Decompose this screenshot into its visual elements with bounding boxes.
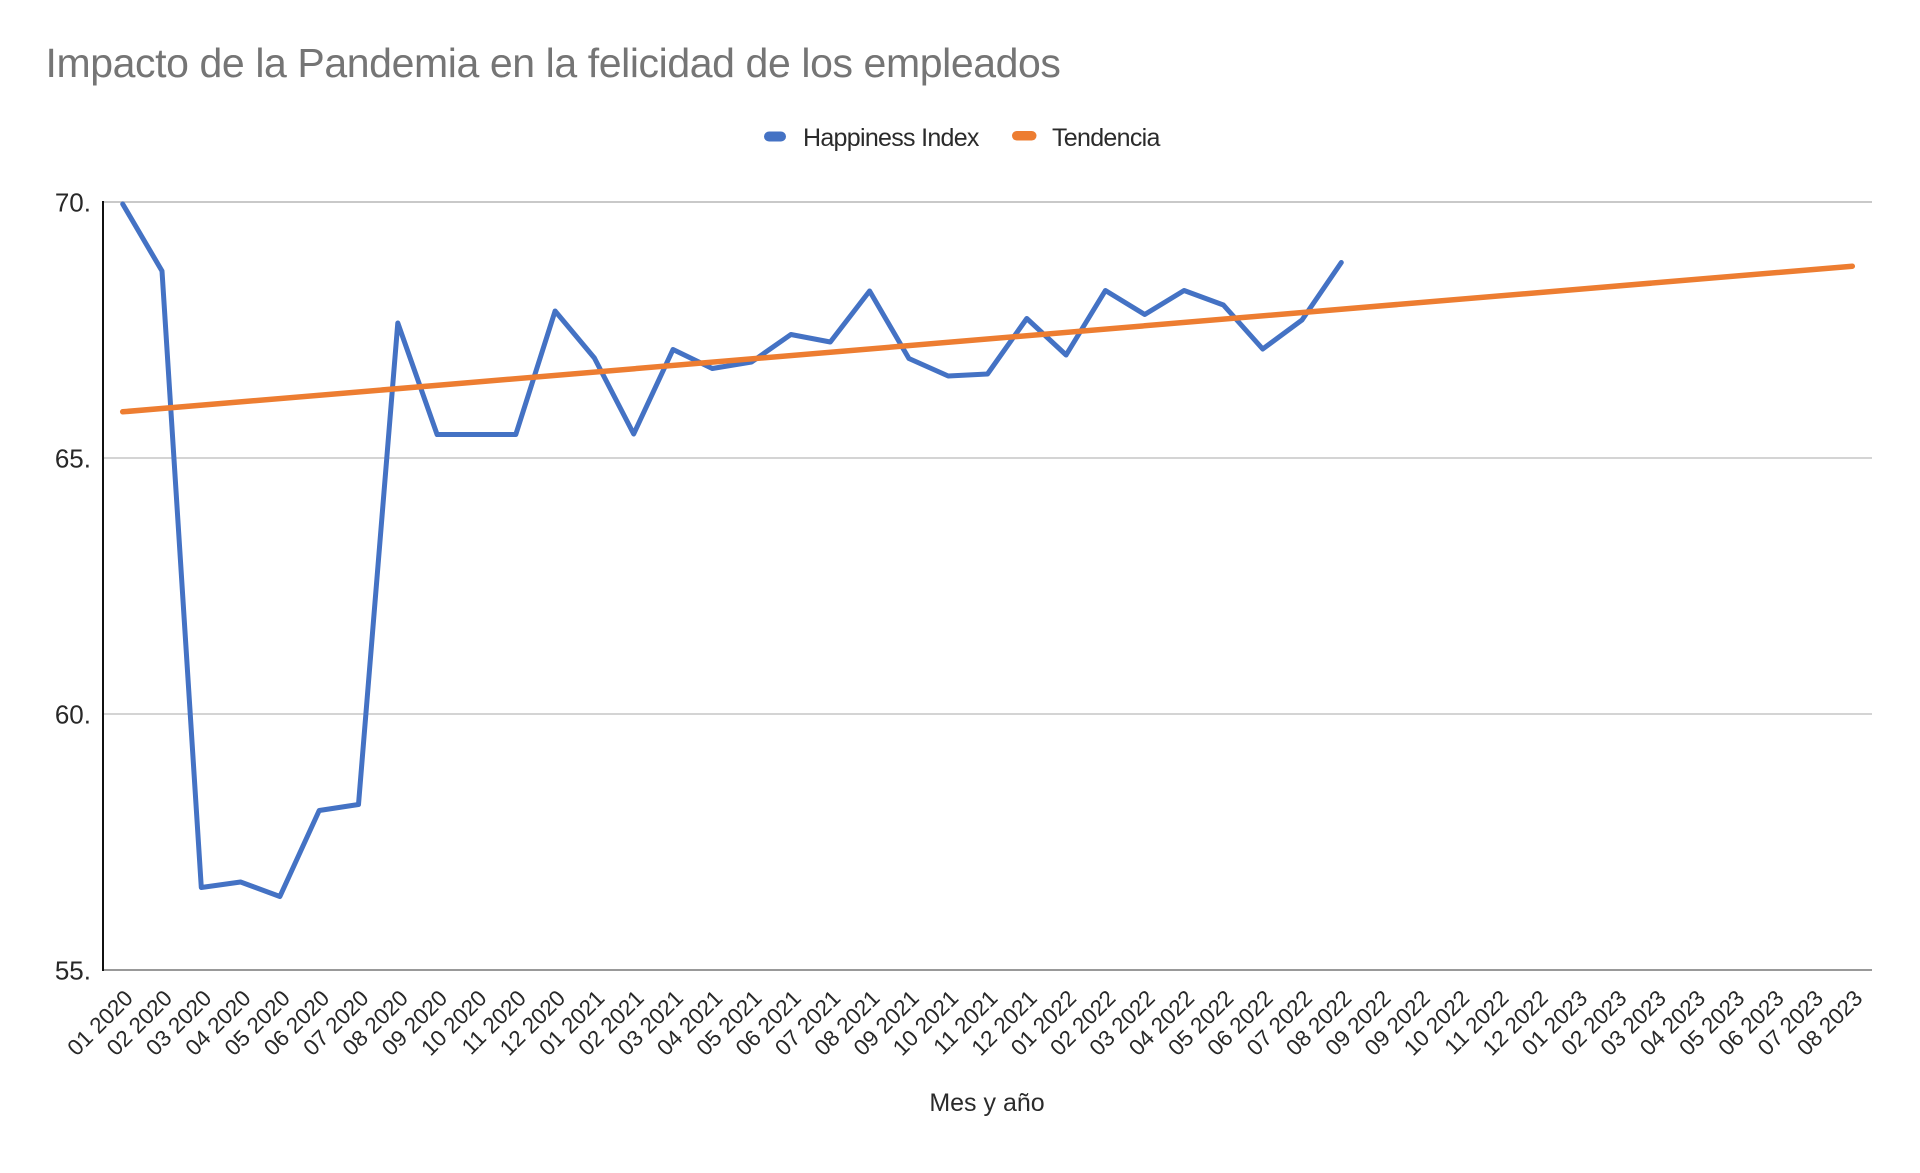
svg-text:55.: 55. [55,956,91,986]
svg-text:Tendencia: Tendencia [1052,124,1160,152]
svg-text:Happiness Index: Happiness Index [803,124,980,152]
svg-text:Impacto de la Pandemia en la f: Impacto de la Pandemia en la felicidad d… [46,40,1061,86]
svg-text:70.: 70. [55,188,91,218]
svg-text:65.: 65. [55,444,91,474]
svg-text:60.: 60. [55,700,91,730]
svg-text:Mes y año: Mes y año [929,1089,1044,1117]
